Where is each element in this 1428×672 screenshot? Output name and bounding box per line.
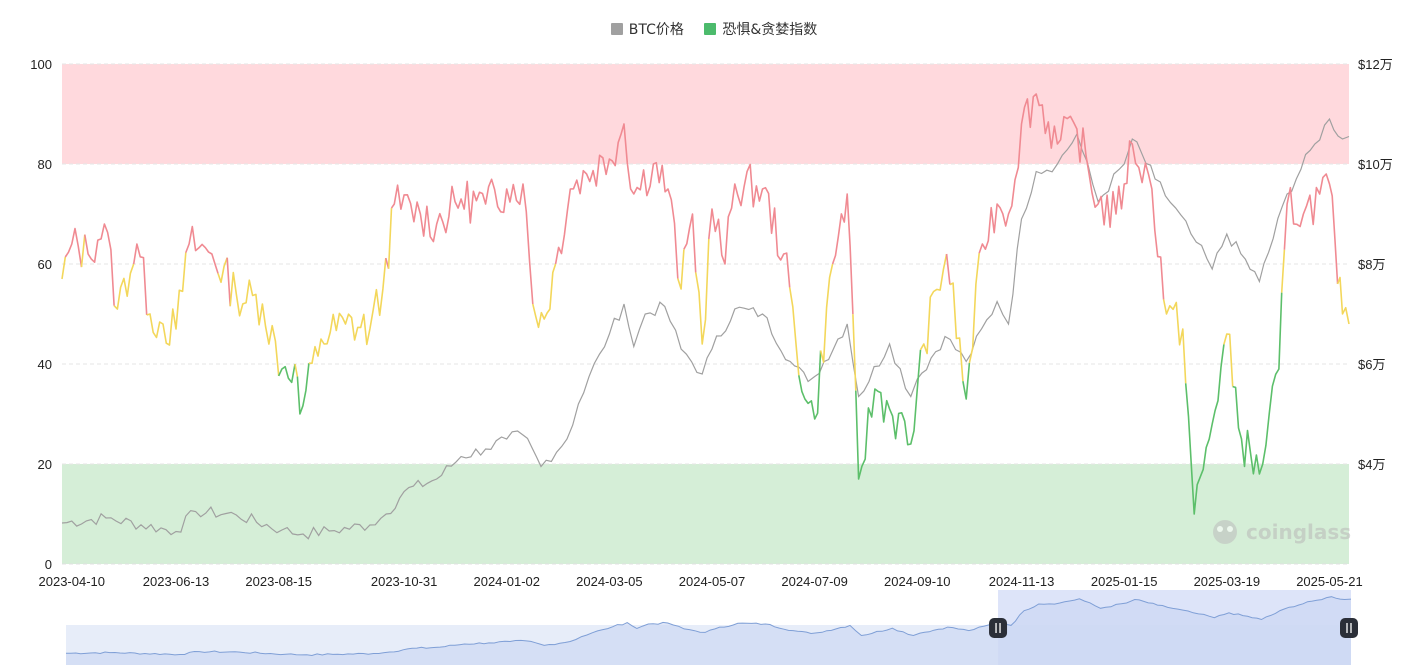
index-line-segment <box>683 213 697 273</box>
legend-item-btc[interactable]: BTC价格 <box>610 19 684 39</box>
index-line-segment <box>949 282 964 382</box>
index-line-segment <box>1280 249 1286 293</box>
index-line-segment <box>677 249 685 290</box>
index-line-segment <box>831 193 854 315</box>
index-swatch-icon <box>704 23 717 35</box>
navigator-left-handle[interactable] <box>989 618 1008 638</box>
index-line-segment <box>819 263 834 363</box>
right-axis-ticks: $4万 $6万 $8万 $10万 $12万 <box>1358 57 1393 472</box>
gridlines <box>62 63 1349 565</box>
navigator-line <box>65 596 1352 657</box>
x-tick-label: 2025-05-21 <box>1296 574 1363 589</box>
coinglass-watermark: coinglass <box>1213 520 1351 544</box>
index-line-segment <box>308 258 387 365</box>
x-axis-ticks: 2023-04-10 2023-06-13 2023-08-15 2023-10-31… <box>39 574 1363 589</box>
index-line-segment <box>554 123 679 279</box>
index-line-segment <box>852 314 857 391</box>
x-tick-label: 2024-01-02 <box>473 574 540 589</box>
left-axis-ticks: 0 20 40 60 80 100 <box>30 57 52 572</box>
index-line-segment <box>277 363 296 384</box>
left-tick-label: 60 <box>38 257 52 272</box>
index-line-segment <box>387 208 393 269</box>
index-line-segment <box>390 178 534 305</box>
x-tick-label: 2024-09-10 <box>884 574 951 589</box>
navigator-right-handle[interactable] <box>1340 618 1358 638</box>
x-tick-label: 2024-05-07 <box>679 574 746 589</box>
x-tick-label: 2023-08-15 <box>245 574 312 589</box>
index-line-segment <box>1184 344 1225 515</box>
left-tick-label: 0 <box>45 557 52 572</box>
index-line-segment <box>919 253 948 355</box>
index-line-segment <box>84 223 115 306</box>
btc-price-series <box>61 117 1350 540</box>
index-line-segment <box>945 253 951 285</box>
legend-label-btc: BTC价格 <box>628 22 684 38</box>
index-line-segment <box>1223 333 1234 387</box>
index-line-segment <box>1336 276 1350 325</box>
left-tick-label: 100 <box>30 57 52 72</box>
index-line-segment <box>1232 292 1283 475</box>
index-line-segment <box>294 363 299 377</box>
x-tick-label: 2024-03-05 <box>576 574 643 589</box>
index-line-segment <box>61 256 67 280</box>
index-line-segment <box>532 263 557 329</box>
watermark-text: coinglass <box>1246 520 1351 544</box>
legend-item-index[interactable]: 恐惧&贪婪指数 <box>704 19 817 39</box>
x-tick-label: 2024-11-13 <box>989 574 1055 589</box>
greed-zone <box>62 64 1349 164</box>
x-tick-label: 2023-06-13 <box>143 574 210 589</box>
index-line-segment <box>962 362 971 400</box>
index-line-segment <box>296 363 310 415</box>
navigator-area <box>66 596 1351 665</box>
fear-zone <box>62 464 1349 564</box>
left-tick-label: 40 <box>38 357 52 372</box>
sentiment-zones <box>62 64 1349 564</box>
x-tick-label: 2024-07-09 <box>781 574 848 589</box>
left-tick-label: 80 <box>38 157 52 172</box>
fear-greed-series <box>61 93 1350 515</box>
index-line-segment <box>968 253 980 364</box>
index-line-segment <box>185 225 219 274</box>
index-line-segment <box>1283 173 1339 285</box>
index-line-segment <box>80 234 86 268</box>
index-line-segment <box>708 163 791 288</box>
index-line-segment <box>146 252 187 346</box>
index-line-segment <box>226 257 231 307</box>
index-line-segment <box>217 257 228 284</box>
index-line-segment <box>855 349 922 480</box>
index-line-segment <box>1162 299 1187 384</box>
legend-label-index: 恐惧&贪婪指数 <box>722 22 818 38</box>
index-line-segment <box>694 238 710 345</box>
index-line-segment <box>132 243 148 316</box>
index-line-segment <box>788 287 800 376</box>
index-line-segment <box>798 350 822 420</box>
right-tick-label: $10万 <box>1358 157 1393 172</box>
x-tick-label: 2025-03-19 <box>1194 574 1261 589</box>
x-tick-label: 2023-04-10 <box>39 574 106 589</box>
x-tick-label: 2025-01-15 <box>1091 574 1158 589</box>
btc-swatch-icon <box>610 23 623 35</box>
right-tick-label: $8万 <box>1358 257 1385 272</box>
right-tick-label: $4万 <box>1358 457 1385 472</box>
legend: BTC价格 恐惧&贪婪指数 <box>0 19 1428 39</box>
index-line-segment <box>113 263 135 310</box>
index-line-segment <box>978 93 1165 300</box>
right-tick-label: $6万 <box>1358 357 1385 372</box>
index-line-segment <box>229 271 280 376</box>
left-tick-label: 20 <box>38 457 52 472</box>
x-tick-label: 2023-10-31 <box>371 574 438 589</box>
time-range-navigator[interactable] <box>65 590 1358 665</box>
btc-price-line <box>61 117 1350 540</box>
right-tick-label: $12万 <box>1358 57 1393 72</box>
index-line-segment <box>64 227 83 268</box>
